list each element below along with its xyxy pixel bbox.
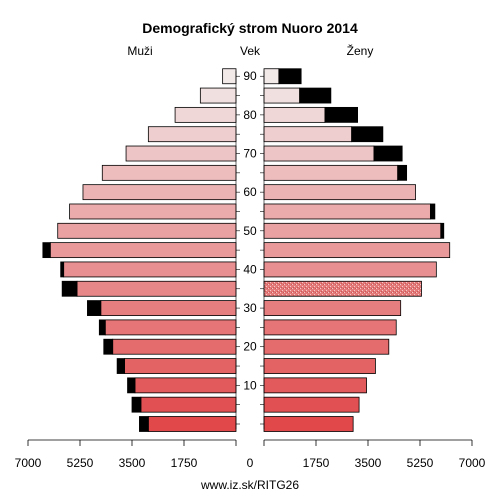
- female-excess-50-54: [440, 222, 445, 239]
- male-excess-20-24: [103, 338, 114, 355]
- female-bar-20-24: [263, 338, 390, 355]
- male-bar-20-24: [112, 338, 237, 355]
- female-excess-80-84: [324, 106, 358, 123]
- female-bar-60-64: [263, 184, 416, 201]
- female-bar-65-69: [263, 164, 399, 181]
- age-tick-label: 20: [243, 340, 257, 354]
- center-axis-label: Vek: [240, 44, 261, 58]
- male-bar-25-29: [104, 319, 237, 336]
- female-excess-85-89: [299, 87, 332, 104]
- female-excess-65-69: [397, 164, 408, 181]
- age-tick-label: 70: [243, 147, 257, 161]
- male-bar-55-59: [69, 203, 237, 220]
- age-tick-label: 10: [243, 378, 257, 392]
- male-bar-5-9: [140, 396, 237, 413]
- female-bar-30-34: [263, 300, 402, 316]
- male-bar-70-74: [125, 145, 237, 162]
- male-excess-40-44: [60, 261, 65, 278]
- male-bar-80-84: [174, 106, 237, 123]
- footer-source: www.iz.sk/RITG26: [200, 478, 299, 492]
- age-tick-label: 90: [243, 69, 257, 83]
- male-excess-10-14: [127, 377, 136, 394]
- x-tick-label: 1750: [171, 456, 198, 470]
- male-excess-5-9: [131, 396, 142, 413]
- female-bar-40-44: [263, 261, 437, 278]
- x-tick-label: 0: [247, 456, 254, 470]
- male-bar-0-4: [147, 416, 237, 432]
- x-tick-label: 3500: [355, 456, 382, 470]
- x-tick-label: 5250: [67, 456, 94, 470]
- x-tick-label: 5250: [407, 456, 434, 470]
- female-excess-55-59: [429, 203, 436, 220]
- female-bar-35-39: [263, 280, 422, 297]
- female-bar-5-9: [263, 396, 360, 413]
- axes-layer: 10 20 30 40 50 60 70 80 90 7000 5250 3500 1750 0 1750 3…: [15, 69, 486, 470]
- age-tick-label: 80: [243, 108, 257, 122]
- male-bar-10-14: [134, 377, 237, 394]
- male-excess-30-34: [87, 300, 102, 316]
- female-bar-75-79: [263, 126, 353, 143]
- male-bar-75-79: [147, 126, 237, 143]
- male-bar-90+: [222, 68, 237, 85]
- male-excess-45-49: [42, 242, 51, 259]
- female-bar-70-74: [263, 145, 375, 162]
- female-bar-55-59: [263, 203, 431, 220]
- male-excess-25-29: [98, 319, 106, 336]
- male-bar-85-89: [199, 87, 237, 104]
- x-tick-label: 1750: [303, 456, 330, 470]
- male-bar-40-44: [63, 261, 237, 278]
- male-excess-35-39: [61, 280, 78, 297]
- female-bar-10-14: [263, 377, 367, 394]
- male-bar-15-19: [124, 358, 237, 374]
- female-excess-90+: [278, 68, 302, 85]
- female-bar-80-84: [263, 106, 326, 123]
- bars-layer: [42, 68, 451, 432]
- age-tick-label: 30: [243, 301, 257, 315]
- chart-title: Demografický strom Nuoro 2014: [142, 20, 358, 36]
- female-bar-45-49: [263, 242, 451, 259]
- age-tick-label: 50: [243, 224, 257, 238]
- x-tick-label: 7000: [459, 456, 486, 470]
- female-bar-15-19: [263, 358, 376, 374]
- female-bar-90+: [263, 68, 280, 85]
- male-bar-45-49: [49, 242, 237, 259]
- right-series-label: Ženy: [347, 43, 374, 58]
- male-bar-65-69: [101, 164, 237, 181]
- male-bar-50-54: [57, 222, 237, 239]
- left-series-label: Muži: [127, 44, 152, 58]
- male-bar-30-34: [100, 300, 237, 316]
- female-excess-70-74: [373, 145, 403, 162]
- age-tick-label: 40: [243, 262, 257, 276]
- male-bar-35-39: [76, 280, 237, 297]
- female-bar-0-4: [263, 416, 354, 432]
- x-tick-label: 3500: [119, 456, 146, 470]
- female-excess-75-79: [351, 126, 384, 143]
- male-excess-15-19: [116, 358, 125, 374]
- male-excess-0-4: [139, 416, 149, 432]
- female-bar-25-29: [263, 319, 397, 336]
- x-tick-label: 7000: [15, 456, 42, 470]
- male-bar-60-64: [82, 184, 237, 201]
- age-tick-label: 60: [243, 185, 257, 199]
- female-bar-85-89: [263, 87, 301, 104]
- female-bar-50-54: [263, 222, 442, 239]
